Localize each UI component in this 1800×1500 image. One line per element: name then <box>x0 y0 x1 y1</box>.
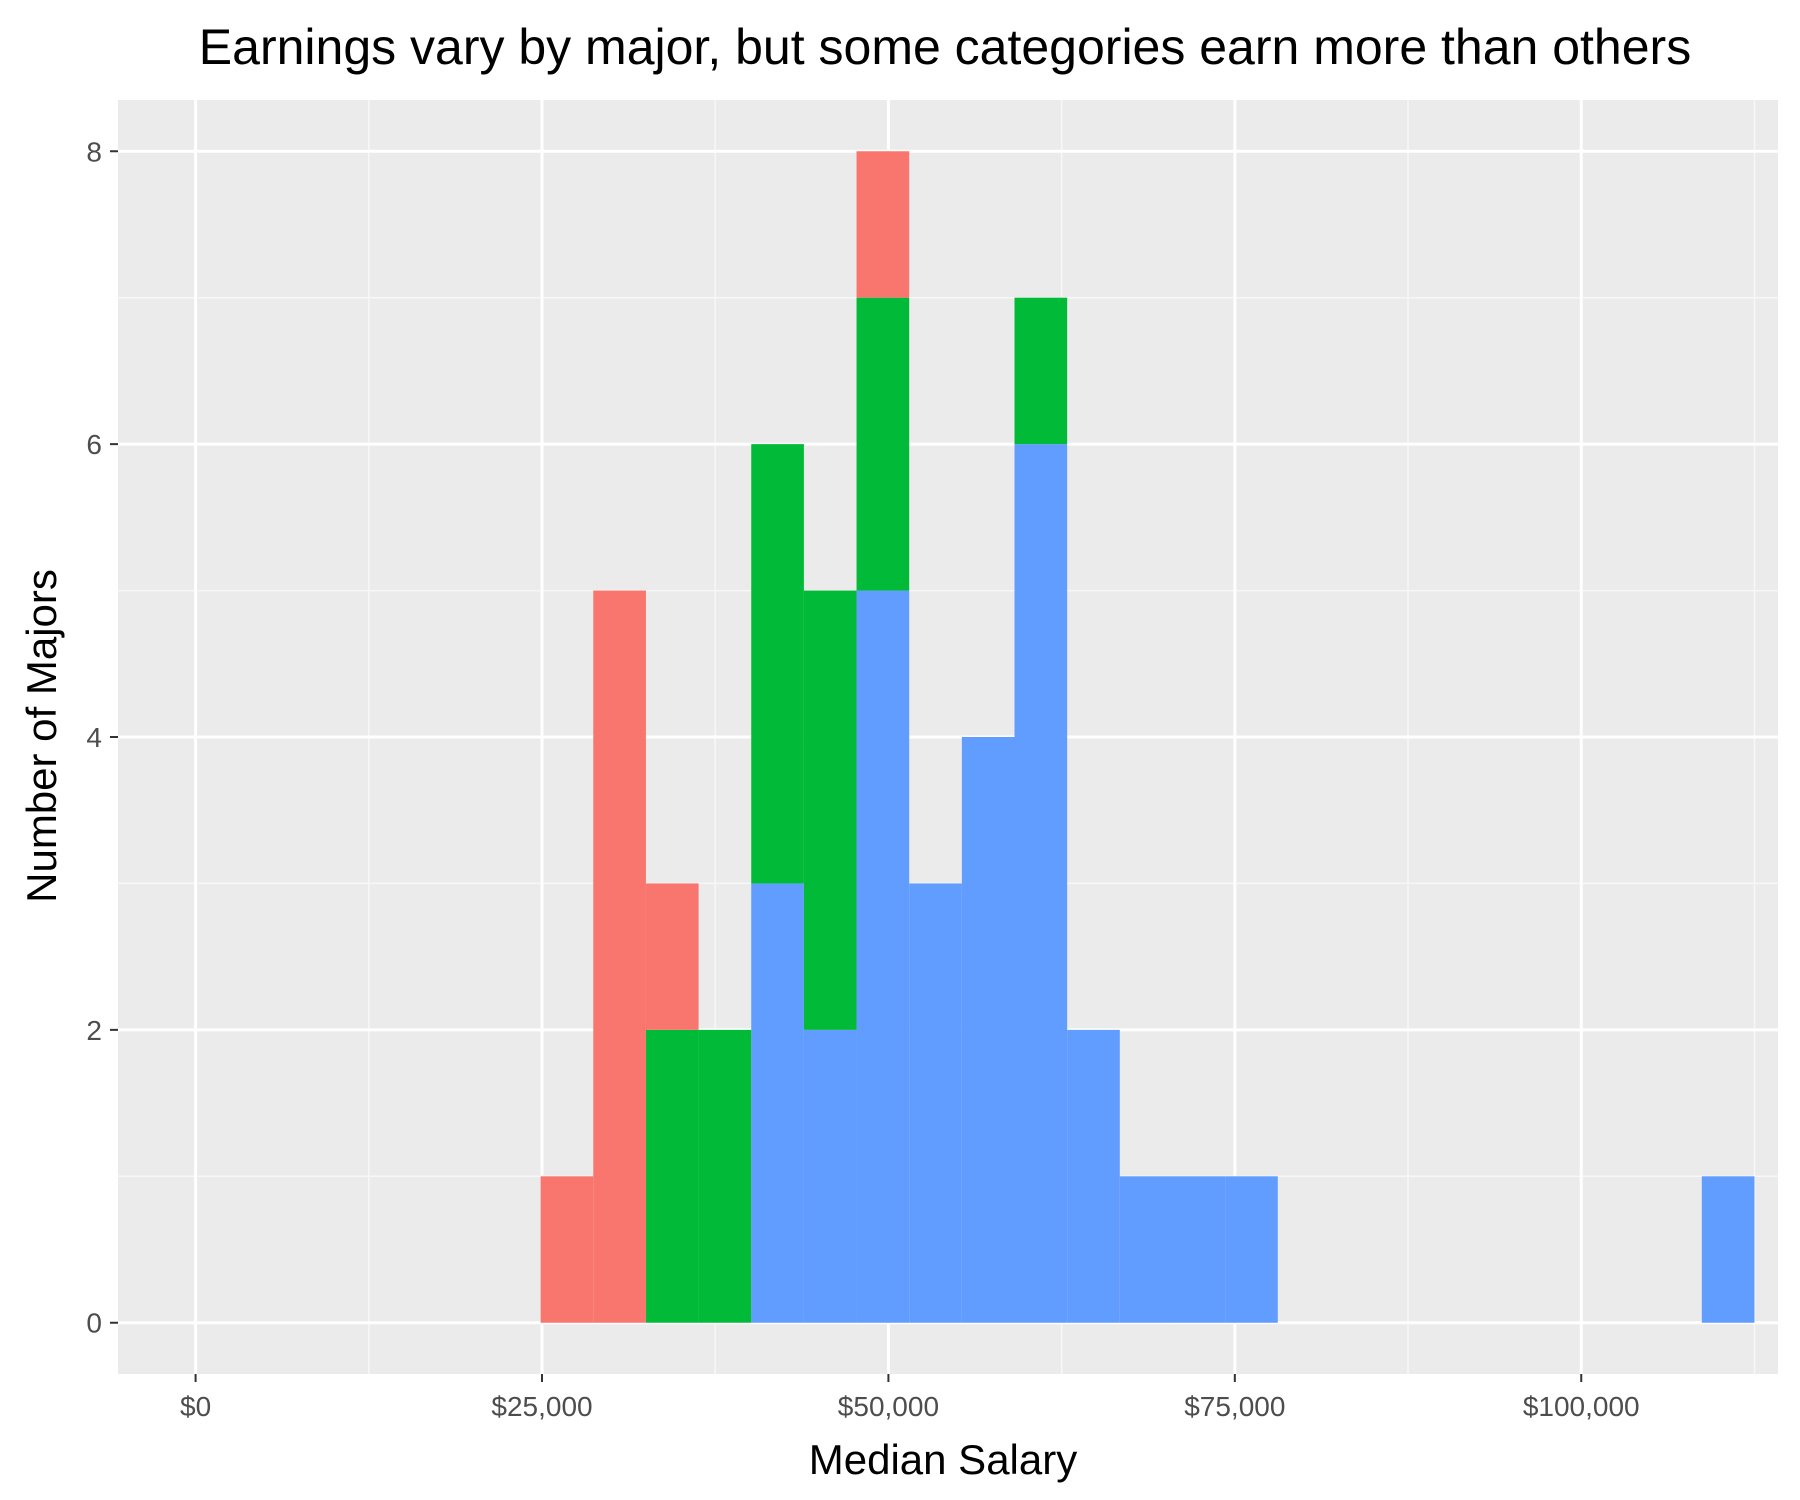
histogram-bar <box>593 590 646 1323</box>
histogram-bar <box>645 883 699 1030</box>
x-tick-label: $100,000 <box>1523 1391 1640 1422</box>
histogram-bar <box>698 1029 752 1323</box>
histogram-bar <box>1067 1029 1120 1323</box>
histogram-bar <box>1701 1176 1755 1323</box>
histogram-bar <box>751 444 804 884</box>
x-tick-label: $50,000 <box>838 1391 939 1422</box>
histogram-bar <box>1014 444 1068 1323</box>
y-tick-label: 6 <box>86 429 102 460</box>
chart-title: Earnings vary by major, but some categor… <box>199 19 1691 75</box>
y-tick-label: 2 <box>86 1015 102 1046</box>
y-tick-label: 0 <box>86 1308 102 1339</box>
histogram-bar <box>856 590 910 1323</box>
x-tick-label: $25,000 <box>491 1391 592 1422</box>
histogram-bar <box>1225 1176 1278 1323</box>
histogram-bar <box>856 297 910 591</box>
histogram-bar <box>803 1029 857 1323</box>
histogram-bar <box>645 1029 699 1323</box>
histogram-bar <box>1172 1176 1226 1323</box>
axes-layer: $0 $25,000 $50,000 $75,000 $100,000 0 2 4 6 8 <box>86 136 1639 1422</box>
histogram-bar <box>1014 297 1068 445</box>
histogram-bar <box>856 151 910 298</box>
y-axis-title: Number of Majors <box>18 569 65 903</box>
y-tick-label: 8 <box>86 136 102 167</box>
bars-layer <box>540 151 1755 1323</box>
x-tick-label: $75,000 <box>1184 1391 1285 1422</box>
histogram-bar <box>751 883 804 1323</box>
x-tick-label: $0 <box>180 1391 211 1422</box>
x-axis-title: Median Salary <box>809 1436 1077 1483</box>
histogram-bar <box>803 590 857 1030</box>
histogram-bar <box>909 883 962 1323</box>
histogram-bar <box>961 737 1015 1323</box>
y-tick-label: 4 <box>86 722 102 753</box>
histogram-bar <box>540 1176 594 1323</box>
histogram-bar <box>1119 1176 1173 1323</box>
